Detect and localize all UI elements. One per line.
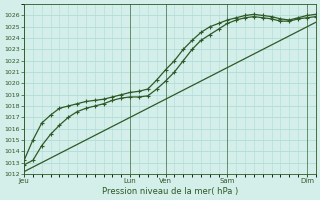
X-axis label: Pression niveau de la mer( hPa ): Pression niveau de la mer( hPa ) — [102, 187, 238, 196]
